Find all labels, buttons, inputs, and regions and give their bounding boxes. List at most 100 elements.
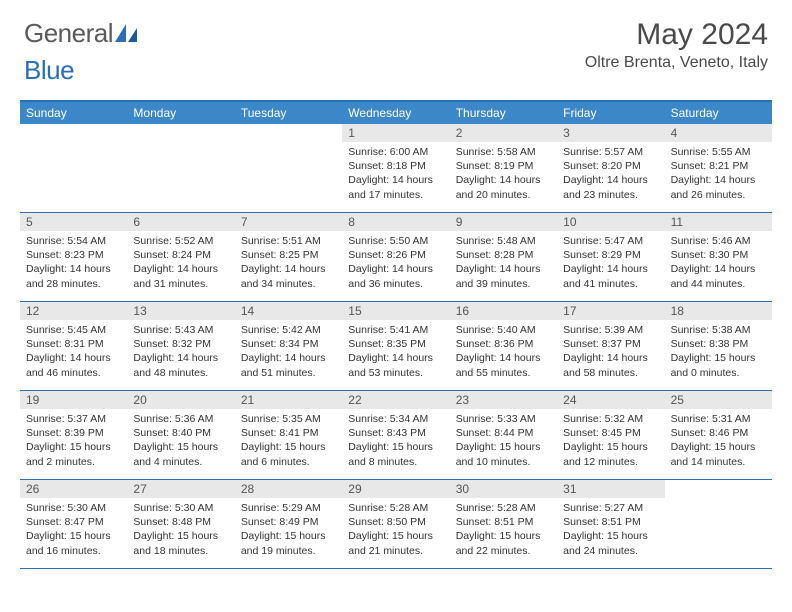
sail-icon [115, 18, 137, 49]
daylight-line: Daylight: 14 hours and 48 minutes. [133, 351, 228, 379]
daylight-line: Daylight: 14 hours and 58 minutes. [563, 351, 658, 379]
daylight-line: Daylight: 15 hours and 19 minutes. [241, 529, 336, 557]
day-body: Sunrise: 5:57 AMSunset: 8:20 PMDaylight:… [557, 142, 664, 206]
daylight-line: Daylight: 14 hours and 36 minutes. [348, 262, 443, 290]
day-cell [665, 480, 772, 568]
day-body: Sunrise: 5:27 AMSunset: 8:51 PMDaylight:… [557, 498, 664, 562]
day-body: Sunrise: 5:32 AMSunset: 8:45 PMDaylight:… [557, 409, 664, 473]
day-cell: 3Sunrise: 5:57 AMSunset: 8:20 PMDaylight… [557, 124, 664, 212]
sunset-line: Sunset: 8:20 PM [563, 159, 658, 173]
daylight-line: Daylight: 14 hours and 26 minutes. [671, 173, 766, 201]
sunset-line: Sunset: 8:51 PM [563, 515, 658, 529]
day-number: 23 [450, 391, 557, 409]
day-body: Sunrise: 5:30 AMSunset: 8:48 PMDaylight:… [127, 498, 234, 562]
sunrise-line: Sunrise: 5:43 AM [133, 323, 228, 337]
daylight-line: Daylight: 14 hours and 41 minutes. [563, 262, 658, 290]
daylight-line: Daylight: 15 hours and 14 minutes. [671, 440, 766, 468]
day-body: Sunrise: 5:28 AMSunset: 8:50 PMDaylight:… [342, 498, 449, 562]
calendar-grid: SundayMondayTuesdayWednesdayThursdayFrid… [20, 100, 772, 569]
sunset-line: Sunset: 8:47 PM [26, 515, 121, 529]
day-cell: 24Sunrise: 5:32 AMSunset: 8:45 PMDayligh… [557, 391, 664, 479]
sunrise-line: Sunrise: 5:30 AM [26, 501, 121, 515]
day-cell: 1Sunrise: 6:00 AMSunset: 8:18 PMDaylight… [342, 124, 449, 212]
sunset-line: Sunset: 8:18 PM [348, 159, 443, 173]
day-body: Sunrise: 5:29 AMSunset: 8:49 PMDaylight:… [235, 498, 342, 562]
sunrise-line: Sunrise: 5:28 AM [348, 501, 443, 515]
sunset-line: Sunset: 8:48 PM [133, 515, 228, 529]
day-number: 4 [665, 124, 772, 142]
daylight-line: Daylight: 15 hours and 24 minutes. [563, 529, 658, 557]
sunrise-line: Sunrise: 5:37 AM [26, 412, 121, 426]
day-number: 1 [342, 124, 449, 142]
sunrise-line: Sunrise: 5:48 AM [456, 234, 551, 248]
day-number: 26 [20, 480, 127, 498]
title-block: May 2024 Oltre Brenta, Veneto, Italy [585, 18, 768, 72]
day-cell: 19Sunrise: 5:37 AMSunset: 8:39 PMDayligh… [20, 391, 127, 479]
daylight-line: Daylight: 14 hours and 44 minutes. [671, 262, 766, 290]
day-body: Sunrise: 5:38 AMSunset: 8:38 PMDaylight:… [665, 320, 772, 384]
day-cell: 26Sunrise: 5:30 AMSunset: 8:47 PMDayligh… [20, 480, 127, 568]
daylight-line: Daylight: 14 hours and 46 minutes. [26, 351, 121, 379]
day-body: Sunrise: 5:39 AMSunset: 8:37 PMDaylight:… [557, 320, 664, 384]
day-number: 14 [235, 302, 342, 320]
sunrise-line: Sunrise: 5:50 AM [348, 234, 443, 248]
day-body: Sunrise: 6:00 AMSunset: 8:18 PMDaylight:… [342, 142, 449, 206]
page-title: May 2024 [585, 18, 768, 52]
sunset-line: Sunset: 8:19 PM [456, 159, 551, 173]
day-number: 30 [450, 480, 557, 498]
location-text: Oltre Brenta, Veneto, Italy [585, 54, 768, 72]
sunrise-line: Sunrise: 5:45 AM [26, 323, 121, 337]
sunset-line: Sunset: 8:32 PM [133, 337, 228, 351]
day-cell: 6Sunrise: 5:52 AMSunset: 8:24 PMDaylight… [127, 213, 234, 301]
day-cell: 13Sunrise: 5:43 AMSunset: 8:32 PMDayligh… [127, 302, 234, 390]
daylight-line: Daylight: 15 hours and 4 minutes. [133, 440, 228, 468]
day-number: 3 [557, 124, 664, 142]
day-cell [235, 124, 342, 212]
day-number: 12 [20, 302, 127, 320]
daylight-line: Daylight: 15 hours and 0 minutes. [671, 351, 766, 379]
day-number [127, 124, 234, 128]
day-body: Sunrise: 5:31 AMSunset: 8:46 PMDaylight:… [665, 409, 772, 473]
day-number: 8 [342, 213, 449, 231]
day-cell: 30Sunrise: 5:28 AMSunset: 8:51 PMDayligh… [450, 480, 557, 568]
week-row: 19Sunrise: 5:37 AMSunset: 8:39 PMDayligh… [20, 391, 772, 480]
day-body: Sunrise: 5:34 AMSunset: 8:43 PMDaylight:… [342, 409, 449, 473]
day-cell: 2Sunrise: 5:58 AMSunset: 8:19 PMDaylight… [450, 124, 557, 212]
day-body: Sunrise: 5:28 AMSunset: 8:51 PMDaylight:… [450, 498, 557, 562]
daylight-line: Daylight: 15 hours and 21 minutes. [348, 529, 443, 557]
daylight-line: Daylight: 15 hours and 12 minutes. [563, 440, 658, 468]
day-cell: 4Sunrise: 5:55 AMSunset: 8:21 PMDaylight… [665, 124, 772, 212]
sunrise-line: Sunrise: 5:51 AM [241, 234, 336, 248]
sunrise-line: Sunrise: 5:57 AM [563, 145, 658, 159]
header: GeneralBlue May 2024 Oltre Brenta, Venet… [0, 0, 792, 94]
sunset-line: Sunset: 8:24 PM [133, 248, 228, 262]
day-body: Sunrise: 5:50 AMSunset: 8:26 PMDaylight:… [342, 231, 449, 295]
day-number: 27 [127, 480, 234, 498]
dow-cell: Tuesday [235, 102, 342, 124]
daylight-line: Daylight: 14 hours and 28 minutes. [26, 262, 121, 290]
daylight-line: Daylight: 14 hours and 39 minutes. [456, 262, 551, 290]
sunset-line: Sunset: 8:37 PM [563, 337, 658, 351]
day-number: 25 [665, 391, 772, 409]
day-body: Sunrise: 5:37 AMSunset: 8:39 PMDaylight:… [20, 409, 127, 473]
sunrise-line: Sunrise: 5:46 AM [671, 234, 766, 248]
day-cell: 14Sunrise: 5:42 AMSunset: 8:34 PMDayligh… [235, 302, 342, 390]
sunrise-line: Sunrise: 5:32 AM [563, 412, 658, 426]
week-row: 5Sunrise: 5:54 AMSunset: 8:23 PMDaylight… [20, 213, 772, 302]
day-number: 28 [235, 480, 342, 498]
day-cell: 16Sunrise: 5:40 AMSunset: 8:36 PMDayligh… [450, 302, 557, 390]
day-number: 24 [557, 391, 664, 409]
day-body: Sunrise: 5:52 AMSunset: 8:24 PMDaylight:… [127, 231, 234, 295]
day-cell: 7Sunrise: 5:51 AMSunset: 8:25 PMDaylight… [235, 213, 342, 301]
day-number: 16 [450, 302, 557, 320]
day-cell: 12Sunrise: 5:45 AMSunset: 8:31 PMDayligh… [20, 302, 127, 390]
sunrise-line: Sunrise: 5:36 AM [133, 412, 228, 426]
brand-part2: Blue [24, 55, 74, 85]
day-cell: 15Sunrise: 5:41 AMSunset: 8:35 PMDayligh… [342, 302, 449, 390]
day-body: Sunrise: 5:46 AMSunset: 8:30 PMDaylight:… [665, 231, 772, 295]
day-body: Sunrise: 5:45 AMSunset: 8:31 PMDaylight:… [20, 320, 127, 384]
dow-cell: Thursday [450, 102, 557, 124]
day-body: Sunrise: 5:47 AMSunset: 8:29 PMDaylight:… [557, 231, 664, 295]
sunset-line: Sunset: 8:26 PM [348, 248, 443, 262]
dow-cell: Monday [127, 102, 234, 124]
